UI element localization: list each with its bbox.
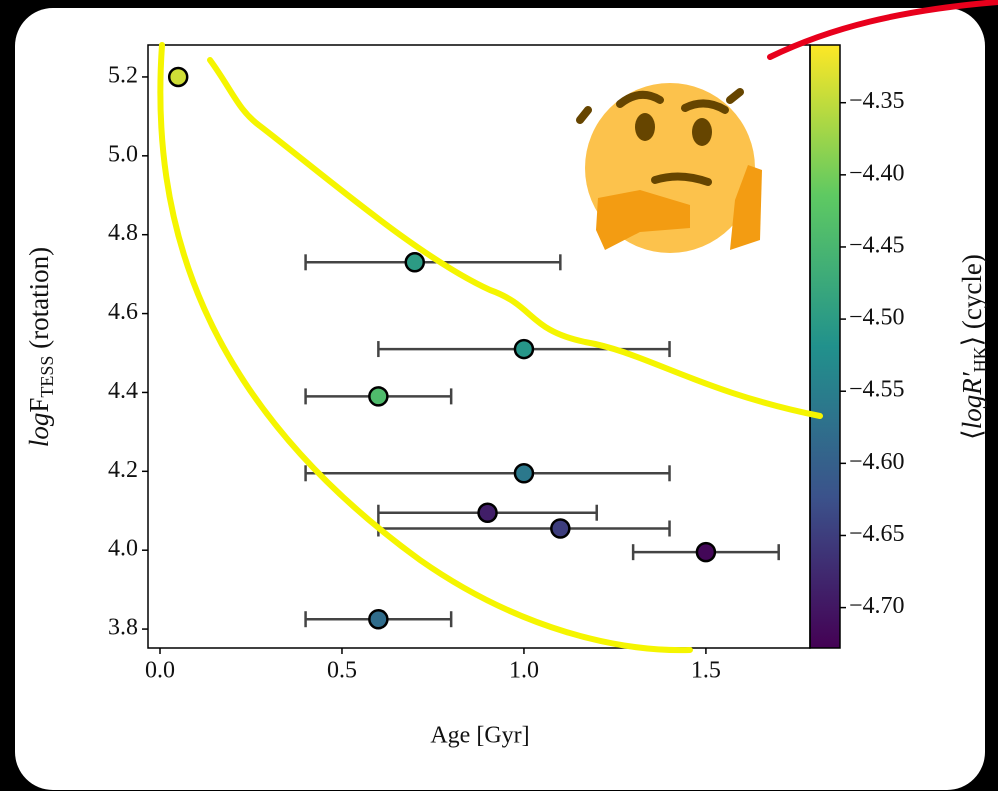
axes-frame <box>147 44 811 649</box>
point <box>404 252 426 273</box>
thinking-emoji <box>576 83 762 253</box>
y-label-log: log <box>24 413 54 448</box>
y-label-rest: (rotation) <box>24 247 54 356</box>
colorbar-tick-label: −4.70 <box>849 593 905 619</box>
colorbar-tick-label: −4.45 <box>849 232 905 258</box>
x-tick-label: 1.0 <box>509 658 539 684</box>
red-curve <box>767 0 998 60</box>
colorbar-tick-label: −4.40 <box>849 160 905 186</box>
annotations <box>157 0 998 654</box>
cb-main: logR′ <box>957 371 987 429</box>
point <box>368 386 389 407</box>
point <box>368 608 389 630</box>
cb-open: ⟨ <box>957 429 987 440</box>
colorbar-tick-label: −4.60 <box>849 449 905 475</box>
y-tick-label: 5.2 <box>108 62 138 88</box>
y-axis-label: logFTESS (rotation) <box>24 247 57 447</box>
cb-close: ⟩ <box>957 336 987 347</box>
yellow-curve <box>157 42 693 654</box>
cb-rest: (cycle) <box>957 254 987 336</box>
colorbar-tick-label: −4.50 <box>849 305 905 331</box>
y-tick-label: 4.2 <box>108 457 138 483</box>
point <box>513 463 535 484</box>
plot: −4.70 −4.65 −4.60 −4.55 −4.50 −4.45 −4.40 −4.35… <box>108 0 998 684</box>
point <box>477 502 498 523</box>
y-label-sub: TESS <box>37 356 57 398</box>
error-bar <box>304 254 562 271</box>
y-tick-label: 4.8 <box>108 220 138 246</box>
colorbar-tick-label: −4.55 <box>849 377 905 403</box>
point <box>695 541 717 563</box>
x-tick-label: 0.5 <box>327 658 357 684</box>
colorbar-tick-label: −4.65 <box>849 521 905 547</box>
y-tick-label: 5.0 <box>108 141 138 167</box>
cb-sub: HK <box>970 346 990 372</box>
y-tick-label: 4.6 <box>108 299 138 325</box>
x-tick-label: 1.5 <box>691 658 721 684</box>
y-tick-label: 3.8 <box>108 615 138 641</box>
colorbar-tick-label: −4.35 <box>849 88 905 114</box>
error-bar <box>304 465 671 482</box>
point <box>513 338 535 360</box>
x-axis-label: Age [Gyr] <box>430 723 529 749</box>
yellow-curve <box>207 57 823 419</box>
colorbar <box>809 44 841 649</box>
colorbar-label: ⟨logR′HK⟩ (cycle) <box>957 254 990 440</box>
point <box>550 518 571 539</box>
point <box>167 66 189 88</box>
y-label-f: F <box>24 398 54 413</box>
y-tick-label: 4.4 <box>108 378 138 404</box>
y-tick-label: 4.0 <box>108 536 138 562</box>
x-tick-label: 0.0 <box>145 658 175 684</box>
